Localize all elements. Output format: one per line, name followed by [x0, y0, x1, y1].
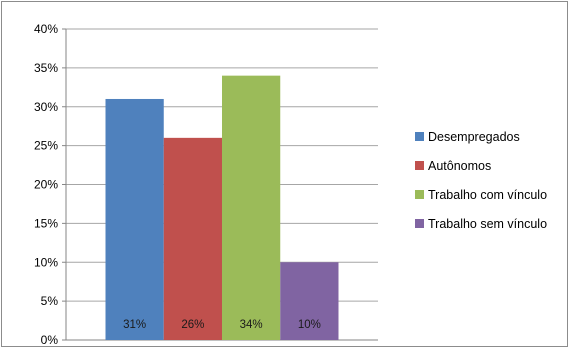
legend-swatch [415, 161, 424, 170]
legend-swatch [415, 219, 424, 228]
bar-trabalho-sem-v-nculo [280, 262, 339, 340]
legend-label: Trabalho com vínculo [428, 188, 547, 202]
y-tick-label: 10% [34, 255, 58, 269]
legend-swatch [415, 190, 424, 199]
bar-trabalho-com-v-nculo [222, 75, 281, 341]
legend-label: Autônomos [428, 159, 491, 173]
bar-aut-nomos [163, 137, 222, 340]
legend-label: Desempregados [428, 130, 520, 144]
bars [105, 75, 339, 341]
legend-label: Trabalho sem vínculo [428, 217, 547, 231]
y-tick-label: 5% [41, 294, 59, 308]
data-label: 34% [240, 319, 263, 331]
y-tick-label: 40% [34, 22, 58, 36]
y-tick-label: 35% [34, 61, 58, 75]
legend-swatch [415, 132, 424, 141]
legend: Desempregados Autônomos Trabalho com víncu… [415, 130, 547, 231]
data-label: 10% [298, 319, 321, 331]
bar-desempregados [105, 98, 164, 340]
data-labels: 31% 26% 34% 10% [123, 319, 321, 331]
y-tick-label: 25% [34, 139, 58, 153]
y-tick-label: 15% [34, 216, 58, 230]
data-label: 31% [123, 319, 146, 331]
y-tick-label: 20% [34, 178, 58, 192]
data-label: 26% [181, 319, 204, 331]
y-tick-label: 30% [34, 100, 58, 114]
y-tick-label: 0% [41, 333, 59, 347]
